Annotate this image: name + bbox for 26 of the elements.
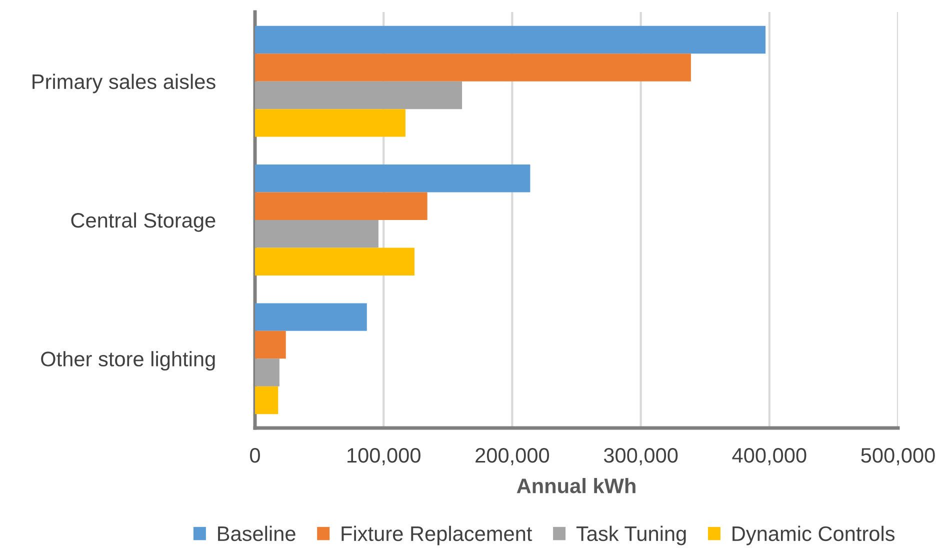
bar — [255, 164, 530, 192]
legend-label: Fixture Replacement — [342, 526, 532, 546]
bar — [255, 358, 280, 386]
bar — [255, 220, 378, 248]
bar — [255, 303, 367, 331]
bar — [255, 330, 286, 359]
legend-label: Dynamic Controls — [732, 526, 895, 546]
bar — [255, 386, 278, 414]
x-tick-label: 300,000 — [604, 448, 678, 466]
x-tick-label: 200,000 — [476, 448, 550, 466]
bar — [255, 54, 691, 82]
y-tick-label: Primary sales aisles — [32, 74, 216, 94]
y-tick-label: Other store lighting — [41, 351, 215, 371]
legend-label: Baseline — [218, 526, 296, 542]
bar — [255, 81, 462, 110]
bar — [255, 192, 428, 220]
x-axis-title: Annual kWh — [516, 478, 636, 494]
x-tick-label: 400,000 — [732, 448, 806, 466]
x-tick-label: 0 — [250, 448, 260, 463]
bar — [255, 248, 414, 276]
bar — [255, 109, 406, 137]
bar — [255, 26, 766, 54]
x-tick-label: 100,000 — [348, 448, 420, 466]
y-tick-label: Central Storage — [71, 212, 216, 232]
x-tick-label: 500,000 — [861, 448, 935, 466]
legend-label: Task Tuning — [576, 526, 686, 546]
